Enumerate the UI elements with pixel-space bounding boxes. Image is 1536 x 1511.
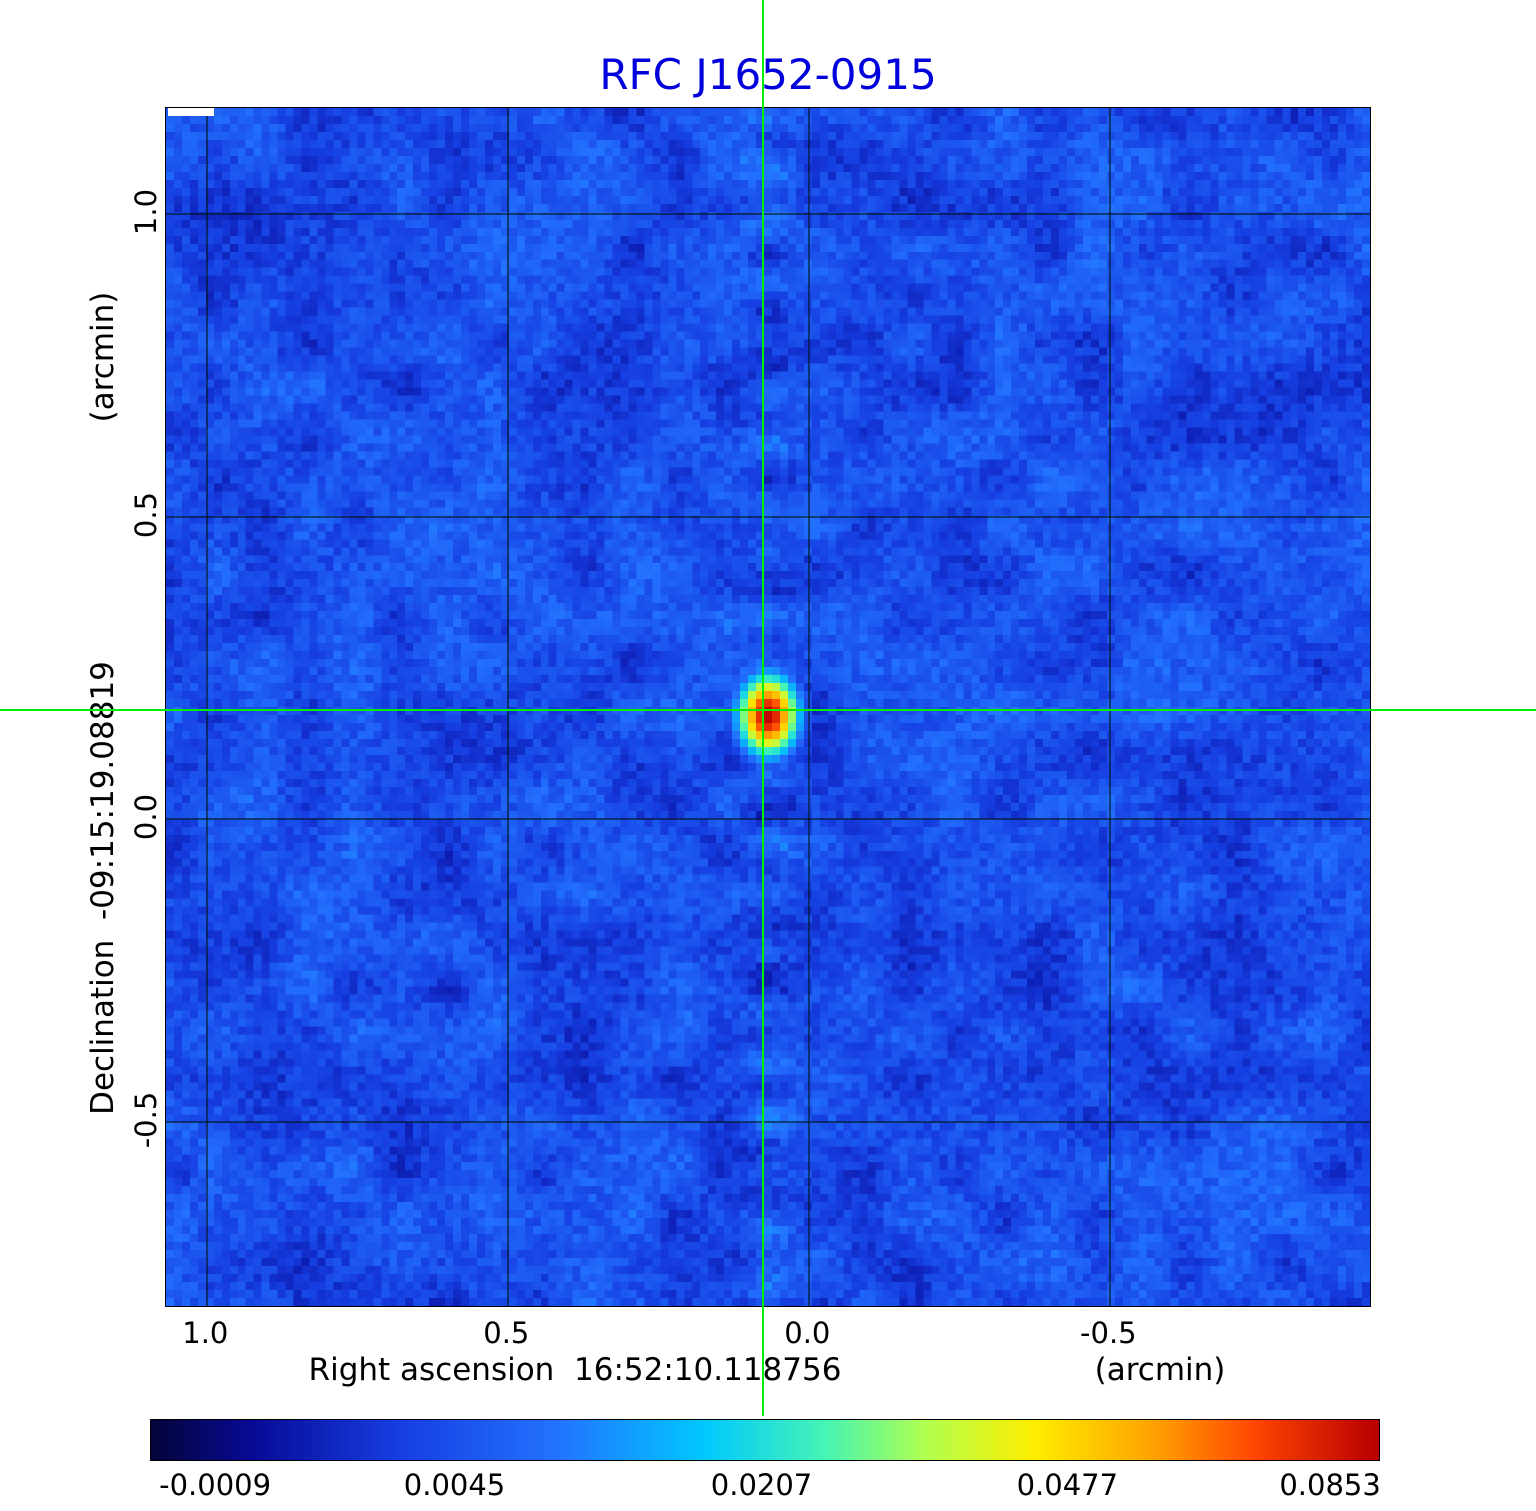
y-tick-label: 1.0 xyxy=(129,189,163,236)
x-tick-label: 0.0 xyxy=(784,1316,831,1350)
x-axis-unit-label: (arcmin) xyxy=(1094,1352,1226,1388)
y-axis-unit-label: (arcmin) xyxy=(85,291,121,423)
y-tick-label: 0.0 xyxy=(129,794,163,841)
gridline-horizontal xyxy=(166,213,1370,216)
x-axis-label: Right ascension 16:52:10.118756 xyxy=(308,1352,842,1388)
crosshair-horizontal-line xyxy=(0,709,1536,712)
gridline-horizontal xyxy=(166,818,1370,821)
y-axis-label: Declination -09:15:19.08819 xyxy=(85,661,121,1115)
x-tick-label: 1.0 xyxy=(182,1316,229,1350)
colorbar-tick-label: 0.0207 xyxy=(710,1468,813,1502)
sky-map-canvas xyxy=(166,108,1370,1306)
gridline-horizontal xyxy=(166,515,1370,518)
y-tick-label: -0.5 xyxy=(129,1091,163,1149)
x-tick-label: -0.5 xyxy=(1080,1316,1137,1350)
plot-area xyxy=(165,107,1371,1307)
gridline-vertical xyxy=(808,108,811,1306)
x-tick-label: 0.5 xyxy=(483,1316,530,1350)
blanked-strip xyxy=(168,108,214,116)
colorbar-tick-label: -0.0009 xyxy=(159,1468,272,1502)
plot-title: RFC J1652-0915 xyxy=(599,50,937,99)
colorbar-tick-label: 0.0045 xyxy=(403,1468,506,1502)
gridline-vertical xyxy=(507,108,510,1306)
gridline-horizontal xyxy=(166,1120,1370,1123)
colorbar-tick-label: 0.0477 xyxy=(1016,1468,1119,1502)
y-tick-label: 0.5 xyxy=(129,491,163,538)
gridline-vertical xyxy=(1109,108,1112,1306)
crosshair-vertical-line xyxy=(762,0,765,1416)
colorbar-tick-label: 0.0853 xyxy=(1279,1468,1381,1502)
colorbar-canvas xyxy=(150,1419,1380,1461)
gridline-vertical xyxy=(206,108,209,1306)
